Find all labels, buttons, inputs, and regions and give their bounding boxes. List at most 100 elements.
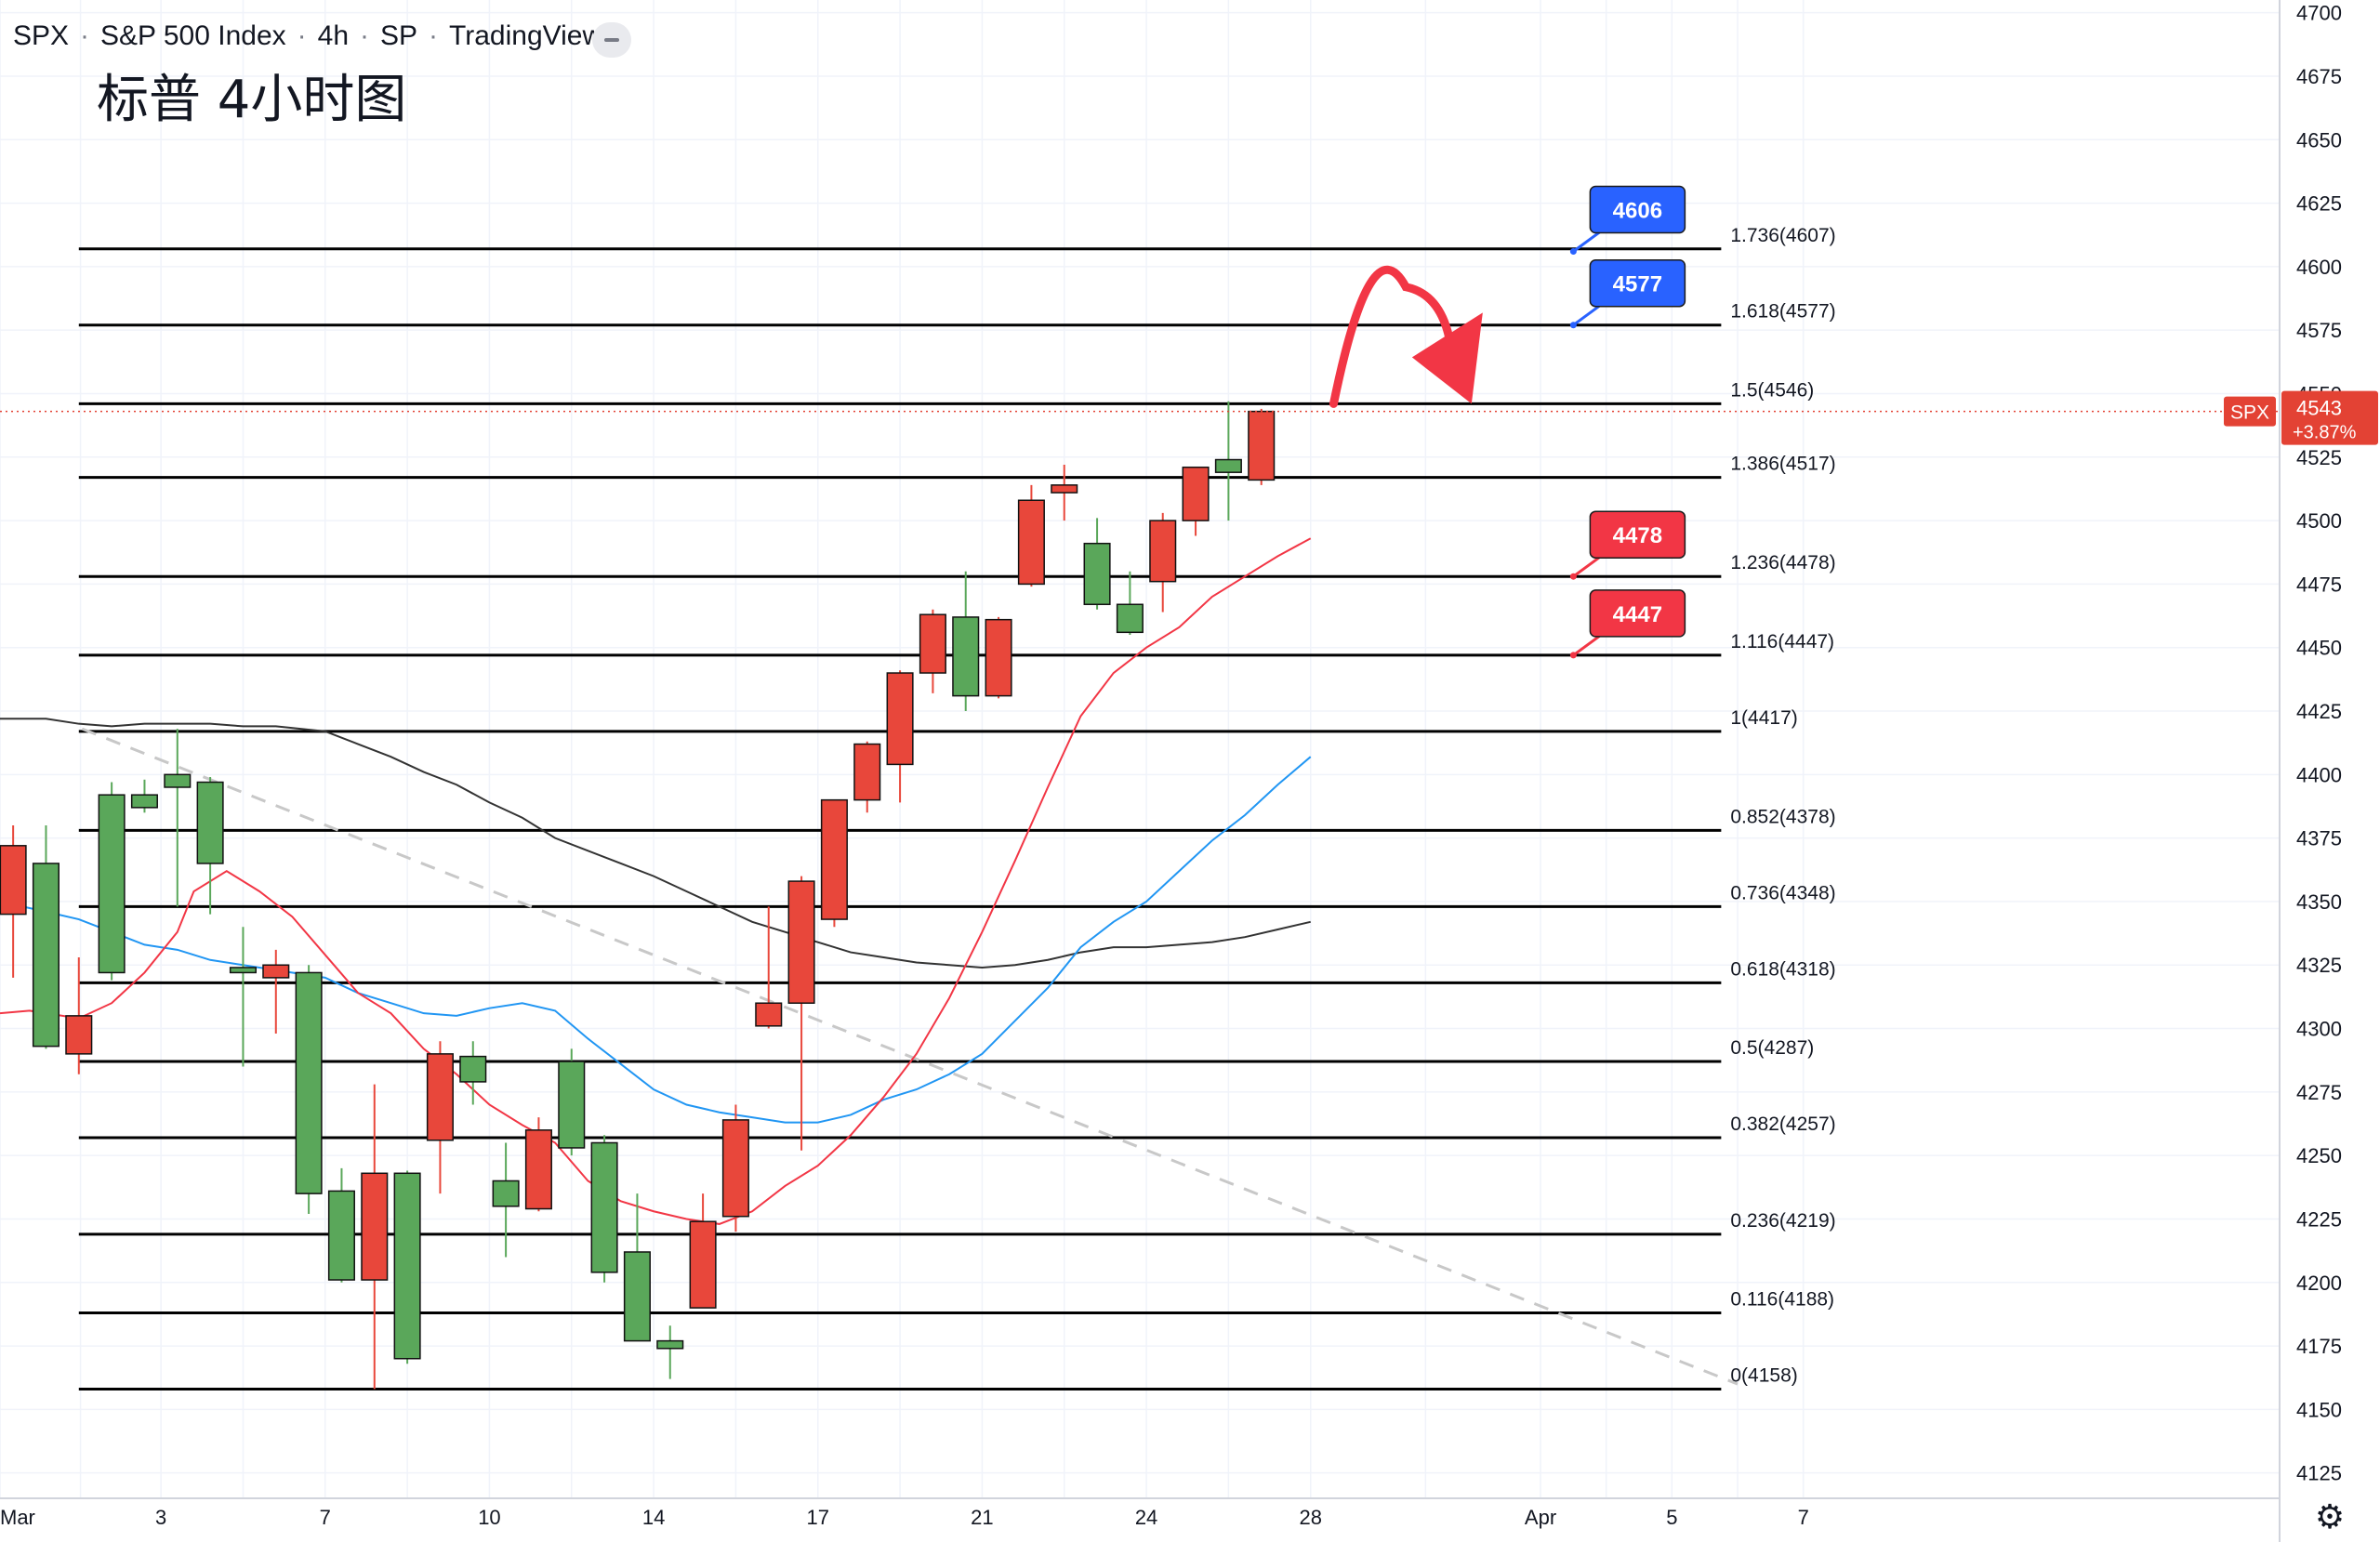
dashed-trendline	[81, 727, 1739, 1386]
time-tick-label: 21	[971, 1506, 993, 1529]
candle-down	[524, 1129, 552, 1210]
candle-up	[327, 1190, 355, 1281]
callout-label: 4478	[1613, 523, 1662, 548]
interval-label[interactable]: 4h	[317, 20, 350, 51]
candle-up	[623, 1251, 651, 1342]
candle-up	[459, 1055, 487, 1083]
price-tick-label: 4450	[2296, 637, 2342, 660]
price-tick-label: 4475	[2296, 573, 2342, 596]
arrow-head	[1411, 312, 1483, 404]
last-price-change: +3.87%	[2293, 423, 2357, 443]
candle-down	[787, 880, 815, 1004]
callout-box	[1589, 258, 1686, 308]
candle-up	[229, 967, 257, 974]
candle-down	[919, 613, 946, 674]
callout-box	[1589, 589, 1686, 638]
callout-anchor	[1569, 573, 1577, 580]
fib-level-label: 1.5(4546)	[1730, 379, 1814, 401]
symbol-price-tag	[2224, 396, 2276, 427]
price-callout: 4606	[1569, 185, 1686, 255]
callout-anchor	[1569, 322, 1577, 329]
fib-level-label: 0.116(4188)	[1730, 1289, 1834, 1311]
candle-up	[1116, 603, 1144, 634]
time-tick-label: 5	[1666, 1506, 1677, 1529]
price-callout: 4447	[1569, 589, 1686, 659]
symbol-label[interactable]: SPX	[13, 20, 70, 51]
ma-red-line	[0, 537, 1312, 1225]
callout-pointer	[1572, 633, 1603, 657]
price-tick-label: 4675	[2296, 65, 2342, 88]
candle-down	[886, 672, 914, 766]
candle-down	[755, 1002, 783, 1027]
time-tick-label: Apr	[1525, 1506, 1556, 1529]
callout-pointer	[1572, 230, 1603, 253]
time-tick-label: Mar	[0, 1506, 35, 1529]
price-tick-label: 4525	[2296, 446, 2342, 469]
price-axis[interactable]: 4125 4150 4175 4200 4225 4250 4275 4300 4325 4350…	[2224, 0, 2378, 1542]
callout-label: 4606	[1613, 198, 1662, 223]
last-price-tag	[2281, 390, 2378, 445]
price-tick-label: 4650	[2296, 128, 2342, 152]
candle-up	[295, 971, 323, 1194]
time-tick-label: 7	[320, 1506, 331, 1529]
candle-up	[32, 863, 60, 1048]
candle-down	[0, 845, 27, 916]
candle-up	[164, 773, 192, 788]
time-axis[interactable]: Mar 3 7 10 14 17 21 24 28 Apr 5 7	[0, 1497, 2280, 1529]
price-tick-label: 4275	[2296, 1081, 2342, 1104]
callout-anchor	[1569, 652, 1577, 659]
candle-up	[130, 794, 158, 809]
price-tick-label: 4325	[2296, 954, 2342, 977]
candle-down	[1182, 466, 1210, 521]
fib-level-label: 1.618(4577)	[1730, 301, 1835, 323]
settings-gear-icon[interactable]: ⚙	[2314, 1497, 2346, 1536]
callout-label: 4577	[1613, 272, 1662, 297]
candle-up	[393, 1172, 421, 1360]
time-tick-label: 10	[478, 1506, 500, 1529]
price-tick-label: 4425	[2296, 700, 2342, 723]
fib-level-label: 1.386(4517)	[1730, 454, 1835, 475]
time-tick-label: 28	[1299, 1506, 1321, 1529]
candle-up	[558, 1061, 586, 1149]
time-tick-label: 14	[642, 1506, 665, 1529]
candle-down	[689, 1220, 717, 1309]
candle-down	[1149, 520, 1177, 583]
price-tick-label: 4500	[2296, 509, 2342, 533]
candle-down	[65, 1015, 93, 1055]
candle-down	[1017, 499, 1045, 586]
candle-up	[656, 1339, 684, 1350]
callout-box	[1589, 510, 1686, 559]
candle-down	[1051, 484, 1078, 494]
hide-indicators-button[interactable]	[592, 22, 631, 58]
fib-level-label: 0.382(4257)	[1730, 1114, 1835, 1135]
price-tick-label: 4375	[2296, 827, 2342, 850]
candle-down	[426, 1053, 454, 1141]
candle-down	[820, 798, 848, 920]
candlesticks	[0, 401, 1276, 1390]
price-tick-label: 4575	[2296, 319, 2342, 342]
price-tick-label: 4600	[2296, 256, 2342, 279]
time-tick-label: 3	[155, 1506, 166, 1529]
moving-averages	[0, 537, 1312, 1225]
price-callout: 4478	[1569, 510, 1686, 580]
callout-box	[1589, 185, 1686, 234]
last-price-value: 4543	[2296, 397, 2342, 420]
price-tick-label: 4200	[2296, 1272, 2342, 1295]
candle-down	[1248, 410, 1276, 481]
reversal-arrow	[1329, 265, 1483, 408]
price-tick-label: 4350	[2296, 890, 2342, 914]
fib-level-label: 1.236(4478)	[1730, 552, 1835, 573]
annotation-title: 标普 4小时图	[97, 70, 407, 130]
price-tick-label: 4175	[2296, 1335, 2342, 1358]
source-label: TradingView	[449, 20, 603, 51]
price-tick-label: 4300	[2296, 1018, 2342, 1041]
ma-black-line	[0, 718, 1311, 969]
ma-blue-line	[0, 756, 1312, 1124]
price-callout: 4577	[1569, 258, 1686, 329]
price-tick-label: 4400	[2296, 763, 2342, 786]
time-tick-label: 24	[1135, 1506, 1157, 1529]
price-tick-label: 4150	[2296, 1398, 2342, 1421]
chart-header: SPX · S&P 500 Index · 4h · SP · TradingView	[13, 20, 603, 51]
candle-down	[262, 964, 290, 979]
